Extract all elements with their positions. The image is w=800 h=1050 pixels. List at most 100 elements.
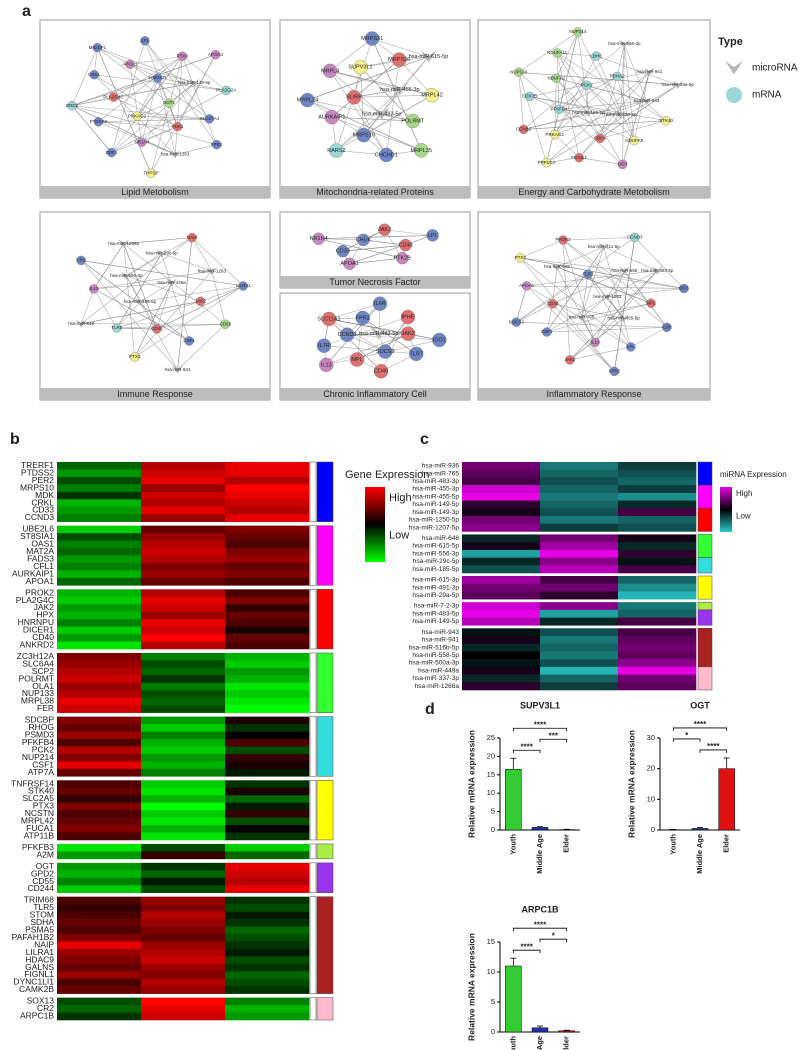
mrna-node (172, 121, 183, 132)
network-edge (328, 303, 381, 320)
node-label: NDUFA11 (547, 50, 567, 55)
mrna-node (184, 336, 194, 346)
node-label: NUP133 (510, 69, 528, 74)
heatmap-cell (225, 971, 310, 980)
network-edge (161, 253, 190, 342)
network-title: Immune Response (117, 389, 193, 399)
heatmap-cell (225, 604, 310, 612)
heatmap-cell (57, 746, 142, 755)
node-label: TLR7 (410, 351, 423, 357)
row-label: CSF1 (32, 759, 54, 769)
heatmap-cell (57, 956, 142, 965)
network-title-bar (280, 276, 470, 288)
network-edge (347, 334, 440, 341)
group-strip (316, 461, 334, 522)
group-strip (316, 780, 334, 841)
heatmap-cell (57, 795, 142, 803)
mrna-node (76, 255, 86, 266)
row-label: hsa-miR-491-3p (412, 584, 459, 591)
row-label: hsa-miR-1207-5p (409, 524, 460, 531)
mrna-node (316, 338, 332, 353)
significance-bracket (512, 727, 568, 732)
heatmap-cell (141, 911, 226, 920)
heatmap-cell (225, 525, 310, 534)
significance-label: * (685, 731, 689, 740)
heatmap-cell (57, 825, 142, 833)
heatmap-cell (141, 499, 226, 508)
group-spacer (309, 780, 317, 841)
row-label: SLC2A5 (22, 793, 54, 803)
heatmap-cell (225, 589, 310, 598)
network-edge (616, 76, 667, 121)
node-label: FIGNL1 (571, 155, 587, 160)
node-label: APOA1 (519, 283, 535, 288)
network-edge (562, 239, 652, 304)
mrna-node (549, 129, 560, 140)
microrna-node (172, 365, 184, 374)
network-edge (139, 285, 244, 303)
network-edge (98, 56, 183, 122)
node-label: COX7B (522, 94, 537, 99)
node-label: IL7R (318, 343, 330, 349)
mrna-node (67, 101, 77, 111)
heatmap-cell (225, 963, 310, 972)
heatmap-cell (57, 802, 142, 811)
heatmap-cell (225, 877, 310, 886)
node-label: FPR2 (609, 369, 621, 374)
node-label: hsa-miR-556 (611, 268, 637, 273)
row-label: MAT2A (26, 546, 54, 556)
row-label: PFKFB3 (22, 842, 54, 852)
heatmap-cell (462, 477, 541, 486)
mrna-node (400, 326, 416, 341)
microrna-node (156, 249, 168, 258)
heatmap-cell (141, 667, 226, 676)
heatmap-cell (618, 500, 697, 509)
mrna-node (125, 59, 135, 69)
network-edge (556, 246, 604, 268)
mrna-node (400, 309, 416, 325)
network-edge (150, 54, 216, 174)
group-strip (316, 896, 334, 994)
significance-label: **** (520, 742, 533, 751)
network-edge (211, 271, 226, 325)
network-edge (307, 56, 429, 101)
network-edge (126, 275, 201, 302)
node-label: hsa-miR-29c-5p (146, 251, 179, 256)
network-edge (129, 64, 143, 143)
row-label: hsa-miR-337-3p (412, 675, 459, 682)
node-label: IDO1 (433, 337, 446, 343)
network-edge (141, 82, 195, 143)
heatmap-cell (141, 941, 226, 950)
network-box (39, 211, 271, 401)
heatmap-cell (225, 1012, 310, 1021)
group-spacer (309, 997, 317, 1021)
node-label: PRKAG2 (546, 132, 565, 137)
heatmap-cell (618, 534, 697, 543)
network-edge (546, 84, 678, 163)
node-label: HMGCR (149, 75, 167, 80)
heatmap-cell (57, 619, 142, 627)
y-tick-label: 20 (647, 764, 655, 773)
network-edge (569, 270, 658, 361)
node-label: FPR2 (356, 315, 370, 321)
network-edge (520, 257, 684, 289)
legend-label: mRNA (752, 90, 782, 101)
node-label: NUP214 (569, 29, 587, 34)
mrna-node (591, 51, 601, 61)
network-edge (360, 67, 365, 136)
network-edge (123, 243, 226, 325)
network-edge (380, 316, 409, 372)
heatmap-cell (618, 628, 697, 637)
heatmap-cell (141, 724, 226, 732)
network-edge (318, 238, 364, 241)
heatmap-cell (141, 577, 226, 586)
heatmap-cell (57, 911, 142, 920)
microrna-node (206, 266, 218, 276)
node-label: IL6R (662, 325, 672, 330)
mrna-node (177, 51, 187, 61)
network-edge (523, 120, 667, 130)
row-label: CAMK2B (19, 984, 54, 994)
heatmap-cell (225, 904, 310, 912)
network-title: Lipid Metobolism (121, 187, 189, 197)
row-label: DYNC1LI1 (13, 977, 54, 987)
